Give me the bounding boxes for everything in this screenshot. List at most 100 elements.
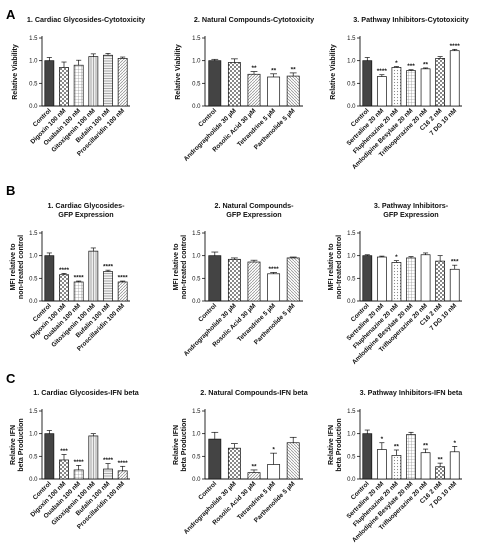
chart-3-ytick-label: 1.5 xyxy=(347,36,356,42)
chart-5-ytick-label: 0.5 xyxy=(192,276,201,282)
chart-8-significance: ** xyxy=(251,463,257,470)
chart-8-bar xyxy=(227,447,241,480)
chart-7-ytick-label: 0.5 xyxy=(29,454,38,460)
chart-5-bar xyxy=(208,255,222,302)
chart-6-bar xyxy=(420,254,431,302)
chart-4-subtitle: GFP Expression xyxy=(58,210,113,219)
chart-7: 1. Cardiac Glycosides-IFN beta Relative I… xyxy=(10,388,140,531)
chart-8-title: 2. Natural Compounds-IFN beta xyxy=(200,388,308,397)
chart-2-significance: ** xyxy=(291,66,297,73)
chart-9-bar xyxy=(391,455,402,480)
chart-1-ytick-label: 0.5 xyxy=(29,81,38,87)
chart-1-title: 1. Cardiac Glycosides-Cytotoxicity xyxy=(27,15,145,24)
chart-9-bar xyxy=(449,451,460,480)
chart-8-bar xyxy=(247,472,261,480)
chart-4-significance: **** xyxy=(118,275,129,282)
chart-4-bar xyxy=(44,255,55,302)
chart-9-ytick-label: 1.5 xyxy=(347,409,356,415)
chart-7-bar xyxy=(73,469,84,480)
chart-3-significance: ** xyxy=(423,61,429,68)
chart-6-bar xyxy=(391,262,402,302)
chart-9-ytick-label: 1.0 xyxy=(347,432,356,438)
chart-5-bar xyxy=(247,261,261,302)
chart-2-bar xyxy=(286,75,300,107)
chart-4-significance: **** xyxy=(103,264,114,271)
chart-4-ytick-label: 1.0 xyxy=(29,254,38,260)
chart-2-bar xyxy=(247,73,261,107)
chart-6: 3. Pathway Inhibitors-GFP Expression MFI … xyxy=(328,201,462,366)
chart-4: 1. Cardiac Glycosides-GFP Expression MFI … xyxy=(10,201,130,353)
chart-9-bar xyxy=(406,434,416,480)
chart-9-title: 3. Pathway Inhibitors-IFN beta xyxy=(360,388,464,397)
chart-4-title: 1. Cardiac Glycosides- xyxy=(47,201,125,210)
chart-9-bar xyxy=(420,452,431,480)
chart-8-ylabel: Relative IFNbeta Production xyxy=(173,418,188,471)
panel-label-a: A xyxy=(6,7,16,22)
chart-9-bar xyxy=(376,449,387,480)
chart-3-bar xyxy=(420,68,431,107)
chart-8-ytick-label: 0.5 xyxy=(192,454,201,460)
chart-3-bar xyxy=(376,76,387,107)
chart-3-bar xyxy=(391,67,402,107)
chart-6-bar xyxy=(362,255,373,302)
chart-9-ytick-label: 0.5 xyxy=(347,454,356,460)
chart-1: 1. Cardiac Glycosides-Cytotoxicity Relati… xyxy=(12,15,145,158)
chart-7-ytick-label: 0.0 xyxy=(29,477,38,483)
chart-6-significance: * xyxy=(395,254,398,261)
chart-9-ytick-label: 0.0 xyxy=(347,477,356,483)
chart-8-ytick-label: 1.5 xyxy=(192,409,201,415)
chart-5-bar xyxy=(227,258,241,302)
chart-5-title: 2. Natural Compounds- xyxy=(214,201,294,210)
chart-8: 2. Natural Compounds-IFN beta Relative IF… xyxy=(173,388,309,536)
chart-8-bar xyxy=(208,438,222,480)
chart-6-ytick-label: 0.5 xyxy=(347,276,356,282)
chart-6-bar xyxy=(449,268,460,302)
chart-1-bar xyxy=(59,67,69,107)
chart-2-ylabel: Relative Viability xyxy=(175,44,182,100)
chart-1-ytick-label: 1.5 xyxy=(29,36,38,42)
chart-7-significance: **** xyxy=(118,460,129,467)
chart-7-bar xyxy=(44,433,55,480)
chart-8-significance: * xyxy=(272,447,275,454)
chart-3-significance: *** xyxy=(407,63,415,70)
chart-4-ytick-label: 1.5 xyxy=(29,231,38,237)
chart-5-bar xyxy=(286,257,300,302)
chart-1-bar xyxy=(117,58,128,107)
chart-7-significance: **** xyxy=(74,459,85,466)
chart-5-subtitle: GFP Expression xyxy=(226,210,281,219)
chart-7-bar xyxy=(103,468,113,480)
chart-6-ylabel: MFI relative tonon-treated control xyxy=(328,235,343,299)
chart-2-bar xyxy=(267,76,281,107)
chart-2-ytick-label: 1.0 xyxy=(192,59,201,65)
chart-5-bar xyxy=(267,273,281,302)
chart-3-ytick-label: 1.0 xyxy=(347,59,356,65)
chart-1-ylabel: Relative Viability xyxy=(12,44,19,100)
chart-6-bar xyxy=(376,256,387,302)
chart-4-ytick-label: 0.5 xyxy=(29,276,38,282)
chart-3-significance: * xyxy=(395,60,398,67)
chart-6-subtitle: GFP Expression xyxy=(383,210,438,219)
chart-5-ytick-label: 1.0 xyxy=(192,254,201,260)
chart-3-ytick-label: 0.5 xyxy=(347,81,356,87)
chart-4-significance: **** xyxy=(74,275,85,282)
chart-8-ytick-label: 0.0 xyxy=(192,477,201,483)
chart-4-bar xyxy=(88,250,99,302)
chart-2: 2. Natural Compounds-Cytotoxicity Relativ… xyxy=(175,15,314,163)
chart-6-ytick-label: 1.0 xyxy=(347,254,356,260)
chart-2-ytick-label: 1.5 xyxy=(192,36,201,42)
chart-4-bar xyxy=(103,271,113,302)
chart-8-bar xyxy=(286,442,300,480)
charts-layer: 1. Cardiac Glycosides-Cytotoxicity Relati… xyxy=(10,15,469,544)
chart-3-bar xyxy=(406,70,416,107)
panel-label-c: C xyxy=(6,371,16,386)
chart-3-ylabel: Relative Viability xyxy=(330,44,337,100)
chart-2-significance: ** xyxy=(271,67,277,74)
chart-7-significance: **** xyxy=(103,457,114,464)
chart-1-ytick-label: 1.0 xyxy=(29,59,38,65)
chart-9-significance: ** xyxy=(394,443,400,450)
chart-9-significance: * xyxy=(453,440,456,447)
chart-5-ytick-label: 0.0 xyxy=(192,299,201,305)
chart-9-ylabel: Relative IFNbeta Production xyxy=(328,418,343,471)
chart-6-bar xyxy=(406,257,416,302)
